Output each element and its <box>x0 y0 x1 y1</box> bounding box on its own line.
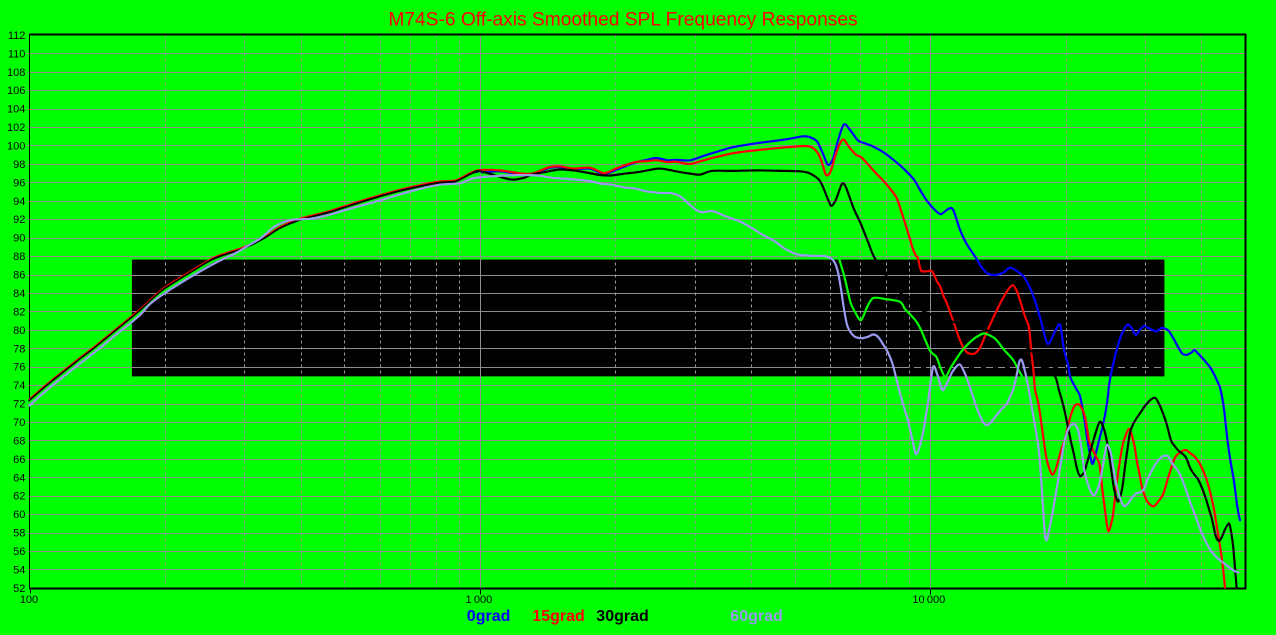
svg-text:82: 82 <box>13 306 25 318</box>
svg-text:68: 68 <box>13 435 25 447</box>
svg-text:60grad: 60grad <box>730 608 782 625</box>
svg-text:96: 96 <box>13 177 25 189</box>
svg-text:92: 92 <box>13 214 25 226</box>
svg-text:94: 94 <box>13 196 25 208</box>
svg-text:86: 86 <box>13 270 25 282</box>
svg-text:52: 52 <box>13 583 25 595</box>
svg-text:108: 108 <box>7 67 25 79</box>
svg-text:106: 106 <box>7 85 25 97</box>
svg-text:78: 78 <box>13 343 25 355</box>
svg-text:M74S-6 Off-axis Smoothed SPL F: M74S-6 Off-axis Smoothed SPL Frequency R… <box>388 10 857 31</box>
svg-text:1 000: 1 000 <box>466 594 493 606</box>
svg-text:56: 56 <box>13 546 25 558</box>
svg-text:15grad: 15grad <box>532 608 584 625</box>
svg-text:64: 64 <box>13 472 25 484</box>
svg-text:90: 90 <box>13 233 25 245</box>
svg-text:74: 74 <box>13 380 25 392</box>
svg-text:60: 60 <box>13 509 25 521</box>
svg-text:104: 104 <box>7 104 25 116</box>
svg-text:88: 88 <box>13 251 25 263</box>
svg-text:62: 62 <box>13 491 25 503</box>
svg-text:84: 84 <box>13 288 25 300</box>
svg-text:80: 80 <box>13 325 25 337</box>
svg-text:100: 100 <box>7 141 25 153</box>
svg-text:100: 100 <box>20 594 38 606</box>
svg-text:30grad: 30grad <box>596 608 648 625</box>
svg-text:72: 72 <box>13 399 25 411</box>
svg-text:0grad: 0grad <box>467 608 511 625</box>
svg-text:102: 102 <box>7 122 25 134</box>
svg-text:112: 112 <box>8 30 26 42</box>
svg-text:98: 98 <box>13 159 25 171</box>
svg-text:45grad: 45grad <box>663 608 715 625</box>
svg-text:58: 58 <box>13 528 25 540</box>
svg-text:110: 110 <box>8 48 26 60</box>
svg-text:66: 66 <box>13 454 25 466</box>
svg-text:70: 70 <box>13 417 25 429</box>
svg-text:76: 76 <box>13 362 25 374</box>
svg-text:54: 54 <box>13 565 25 577</box>
svg-text:10 000: 10 000 <box>912 594 945 606</box>
